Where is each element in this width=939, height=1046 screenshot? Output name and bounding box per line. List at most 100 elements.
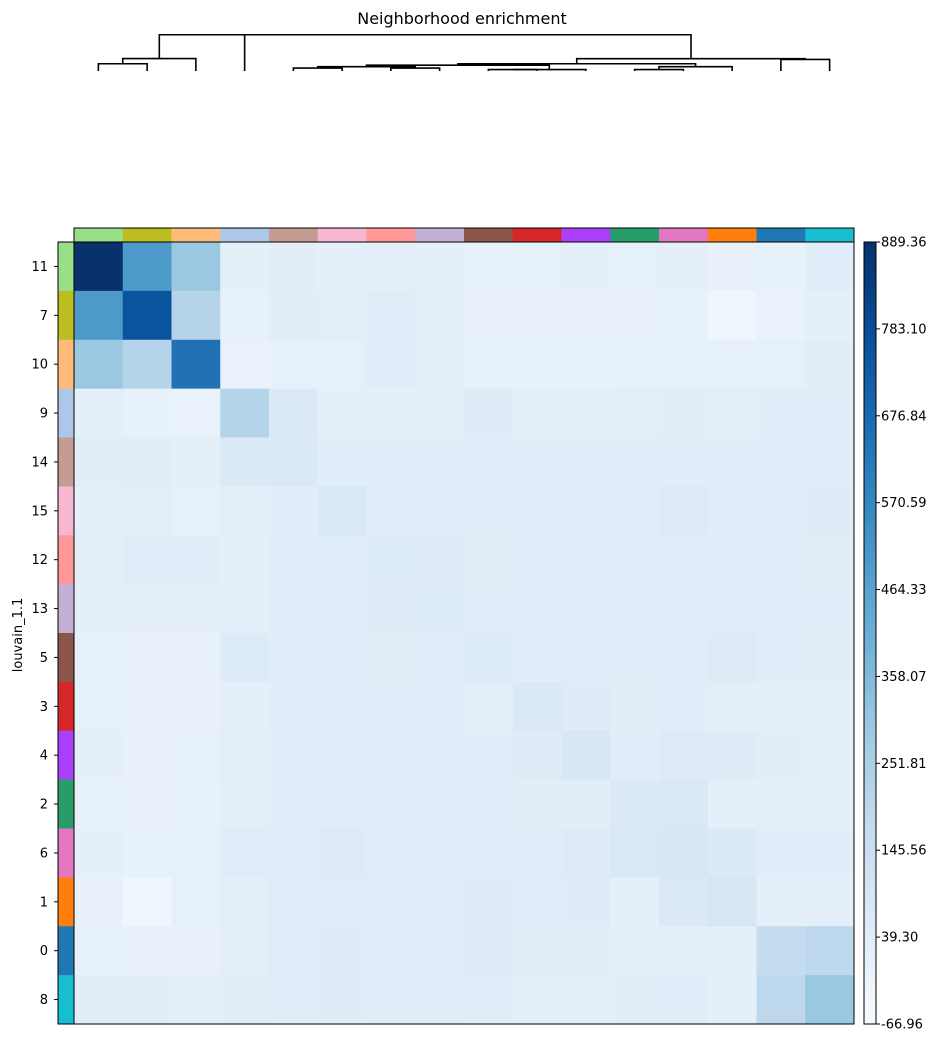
heatmap-cell bbox=[366, 975, 416, 1025]
row-color-cell bbox=[58, 535, 74, 585]
heatmap-cell bbox=[756, 437, 806, 487]
heatmap-cell bbox=[171, 535, 221, 585]
heatmap-cell bbox=[610, 633, 660, 683]
heatmap-cell bbox=[512, 975, 562, 1025]
heatmap-cell bbox=[512, 681, 562, 732]
heatmap-cell bbox=[805, 339, 855, 390]
heatmap-cell bbox=[269, 779, 319, 829]
heatmap-cell bbox=[220, 437, 270, 487]
heatmap-cell bbox=[171, 779, 221, 829]
row-color-cell bbox=[58, 486, 74, 536]
column-color-cell bbox=[366, 228, 416, 242]
heatmap-cell bbox=[415, 633, 465, 683]
heatmap-cell bbox=[610, 877, 660, 927]
heatmap-cell bbox=[122, 877, 172, 927]
heatmap-cell bbox=[707, 730, 757, 781]
heatmap-cell bbox=[805, 242, 855, 292]
heatmap-cell bbox=[317, 388, 367, 438]
heatmap-cell bbox=[415, 242, 465, 292]
heatmap-cell bbox=[122, 730, 172, 781]
heatmap-cell bbox=[366, 926, 416, 976]
heatmap-cell bbox=[659, 926, 709, 976]
heatmap-cell bbox=[122, 975, 172, 1025]
heatmap-cell bbox=[610, 975, 660, 1025]
column-color-cell bbox=[805, 228, 855, 242]
row-color-cell bbox=[58, 339, 74, 389]
heatmap-cell bbox=[464, 779, 514, 829]
heatmap-cell bbox=[122, 486, 172, 536]
heatmap-cell bbox=[317, 535, 367, 585]
heatmap-cell bbox=[74, 486, 124, 536]
heatmap-cell bbox=[610, 584, 660, 634]
column-color-cell bbox=[317, 228, 367, 242]
heatmap-cell bbox=[561, 633, 611, 683]
row-color-cell bbox=[58, 877, 74, 927]
heatmap-cell bbox=[610, 242, 660, 292]
heatmap-cell bbox=[269, 339, 319, 390]
heatmap-cell bbox=[756, 633, 806, 683]
heatmap-cell bbox=[269, 584, 319, 634]
heatmap-cell bbox=[464, 633, 514, 683]
column-color-cell bbox=[707, 228, 757, 242]
heatmap-cell bbox=[464, 730, 514, 781]
heatmap-cell bbox=[464, 975, 514, 1025]
heatmap-cell bbox=[659, 779, 709, 829]
heatmap-cell bbox=[317, 975, 367, 1025]
heatmap-cell bbox=[220, 584, 270, 634]
heatmap-cell bbox=[269, 242, 319, 292]
row-color-cell bbox=[58, 779, 74, 829]
heatmap-cell bbox=[317, 633, 367, 683]
heatmap-cell bbox=[561, 681, 611, 732]
row-tick-label: 1 bbox=[40, 895, 48, 910]
heatmap-cell bbox=[707, 290, 757, 341]
heatmap-cell bbox=[269, 877, 319, 927]
heatmap-cell bbox=[707, 486, 757, 536]
heatmap-cell bbox=[366, 828, 416, 878]
row-color-cell bbox=[58, 584, 74, 634]
column-color-cell bbox=[512, 228, 562, 242]
heatmap-cell bbox=[707, 437, 757, 487]
heatmap-cell bbox=[512, 486, 562, 536]
heatmap-cell bbox=[805, 437, 855, 487]
heatmap-cell bbox=[74, 535, 124, 585]
heatmap-cell bbox=[756, 339, 806, 390]
column-color-cell bbox=[610, 228, 660, 242]
heatmap-cell bbox=[756, 290, 806, 341]
heatmap-cell bbox=[317, 486, 367, 536]
heatmap-cell bbox=[610, 437, 660, 487]
dendrogram-link bbox=[121, 57, 197, 71]
heatmap-cell bbox=[171, 437, 221, 487]
heatmap-cell bbox=[707, 975, 757, 1025]
heatmap-cell bbox=[122, 290, 172, 341]
heatmap-cell bbox=[805, 730, 855, 781]
heatmap-cell bbox=[171, 633, 221, 683]
heatmap-cell bbox=[122, 535, 172, 585]
heatmap-cell bbox=[805, 779, 855, 829]
column-color-cell bbox=[171, 228, 221, 242]
heatmap-cell bbox=[512, 584, 562, 634]
row-tick-label: 2 bbox=[40, 798, 48, 813]
row-color-cell bbox=[58, 242, 74, 292]
heatmap-cell bbox=[269, 486, 319, 536]
heatmap-cell bbox=[561, 535, 611, 585]
heatmap-cell bbox=[464, 828, 514, 878]
heatmap-cell bbox=[317, 437, 367, 487]
heatmap-cell bbox=[659, 339, 709, 390]
column-color-cell bbox=[659, 228, 709, 242]
heatmap-cell bbox=[122, 388, 172, 438]
heatmap-cell bbox=[122, 681, 172, 732]
colorbar-tick-label: -66.96 bbox=[881, 1018, 923, 1033]
heatmap-cell bbox=[659, 242, 709, 292]
heatmap-cell bbox=[366, 339, 416, 390]
heatmap-cell bbox=[512, 388, 562, 438]
heatmap-cell bbox=[220, 486, 270, 536]
heatmap-cell bbox=[561, 926, 611, 976]
heatmap-cell bbox=[707, 877, 757, 927]
heatmap-cell bbox=[512, 633, 562, 683]
row-tick-label: 15 bbox=[31, 504, 48, 519]
heatmap-cell bbox=[366, 877, 416, 927]
heatmap-cell bbox=[561, 975, 611, 1025]
heatmap-cell bbox=[220, 975, 270, 1025]
heatmap-cell bbox=[317, 290, 367, 341]
